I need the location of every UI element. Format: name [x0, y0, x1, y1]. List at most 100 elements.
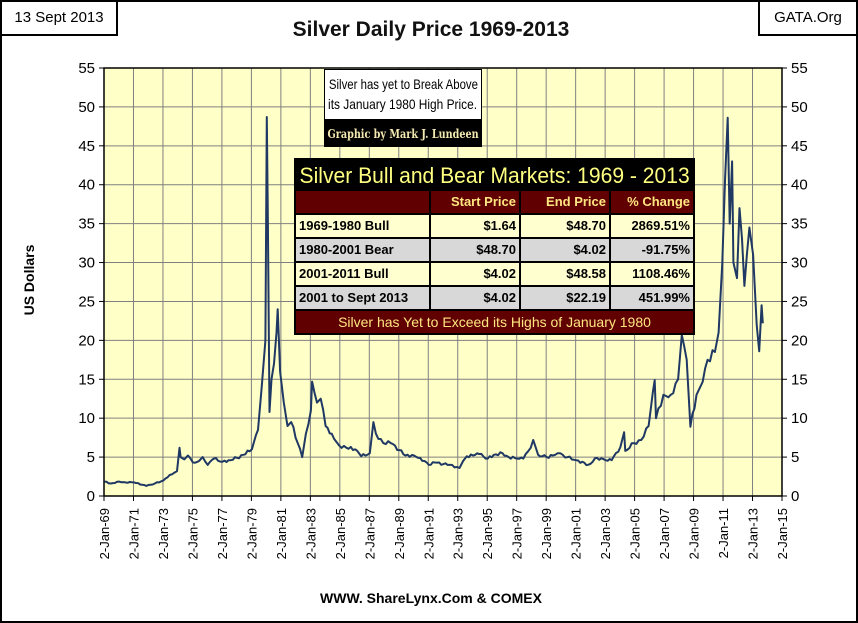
cell: $48.70 — [429, 239, 519, 261]
cell-text: 1969-1980 Bull — [299, 218, 390, 233]
y-tick-label-right: 15 — [791, 371, 808, 388]
x-tick-label: 2-Jan-01 — [569, 508, 584, 559]
y-tick-label: 0 — [87, 488, 95, 505]
y-tick-label-right: 0 — [791, 488, 799, 505]
cell: -91.75% — [609, 239, 693, 261]
x-tick-label: 2-Jan-89 — [392, 508, 407, 559]
table-row: 2001-2011 Bull $4.02 $48.58 1108.46% — [296, 261, 693, 285]
cell: 451.99% — [609, 287, 693, 309]
y-tick-label: 15 — [78, 371, 95, 388]
credit-label: Graphic by Mark J. Lundeen — [327, 126, 479, 141]
cell: 1108.46% — [609, 263, 693, 285]
table-row: 2001 to Sept 2013 $4.02 $22.19 451.99% — [296, 285, 693, 309]
y-tick-label-right: 40 — [791, 177, 808, 194]
header-cell: % Change — [609, 191, 693, 213]
y-axis-label: US Dollars — [21, 244, 37, 316]
chart-title: Silver Daily Price 1969-2013 — [292, 18, 570, 41]
x-tick-label: 2-Jan-97 — [510, 508, 525, 559]
cell: 2001 to Sept 2013 — [296, 287, 429, 309]
cell: $4.02 — [429, 287, 519, 309]
bull-bear-table: Silver Bull and Bear Markets: 1969 - 201… — [294, 158, 695, 335]
y-tick-label: 30 — [78, 255, 95, 272]
x-tick-label: 2-Jan-71 — [126, 508, 141, 559]
x-tick-label: 2-Jan-73 — [156, 508, 171, 559]
header-cell — [296, 191, 429, 213]
cell-text: 2001 to Sept 2013 — [299, 290, 409, 305]
header-cell: End Price — [519, 191, 609, 213]
x-tick-label: 2-Jan-13 — [746, 508, 761, 559]
x-tick-label: 2-Jan-03 — [598, 508, 613, 559]
cell: 1969-1980 Bull — [296, 215, 429, 237]
y-tick-label-right: 5 — [791, 449, 799, 466]
cell-text: $1.64 — [483, 218, 516, 233]
y-tick-label: 55 — [78, 60, 95, 77]
table-footer-bar: Silver has Yet to Exceed its Highs of Ja… — [296, 309, 693, 333]
x-tick-label: 2-Jan-05 — [628, 508, 643, 559]
cell-text: 1108.46% — [632, 266, 690, 281]
y-tick-label: 10 — [78, 410, 95, 427]
y-tick-label: 40 — [78, 177, 95, 194]
cell: $48.58 — [519, 263, 609, 285]
cell-text: $48.70 — [476, 242, 516, 257]
table-row: 1980-2001 Bear $48.70 $4.02 -91.75% — [296, 237, 693, 261]
cell: 1980-2001 Bear — [296, 239, 429, 261]
source-label: GATA.Org — [758, 2, 856, 36]
y-tick-label-right: 30 — [791, 255, 808, 272]
table-header-row: Start Price End Price % Change — [296, 191, 693, 213]
x-tick-label: 2-Jan-85 — [333, 508, 348, 559]
y-tick-label: 20 — [78, 332, 95, 349]
x-tick-label: 2-Jan-99 — [539, 508, 554, 559]
cell-text: -91.75% — [641, 242, 690, 257]
y-tick-label-right: 50 — [791, 99, 808, 116]
x-tick-label: 2-Jan-69 — [97, 508, 112, 559]
y-tick-label-right: 55 — [791, 60, 808, 77]
header-text: End Price — [546, 194, 606, 209]
y-tick-label: 25 — [78, 293, 95, 310]
x-tick-label: 2-Jan-15 — [775, 508, 790, 559]
y-tick-label: 5 — [87, 449, 95, 466]
x-tick-label: 2-Jan-87 — [362, 508, 377, 559]
annotation-line-2: its January 1980 High Price. — [328, 96, 478, 112]
x-tick-label: 2-Jan-09 — [687, 508, 702, 559]
cell-text: $48.58 — [566, 266, 606, 281]
cell-text: $48.70 — [566, 218, 606, 233]
y-tick-label-right: 35 — [791, 216, 808, 233]
cell-text: $4.02 — [483, 266, 516, 281]
y-tick-label-right: 10 — [791, 410, 808, 427]
y-tick-label-right: 20 — [791, 332, 808, 349]
cell: $4.02 — [519, 239, 609, 261]
y-tick-label: 45 — [78, 138, 95, 155]
cell-text: $4.02 — [483, 290, 516, 305]
cell: 2869.51% — [609, 215, 693, 237]
x-tick-label: 2-Jan-07 — [657, 508, 672, 559]
cell: $1.64 — [429, 215, 519, 237]
x-tick-label: 2-Jan-83 — [303, 508, 318, 559]
cell-text: 1980-2001 Bear — [299, 242, 394, 257]
y-tick-label-right: 25 — [791, 293, 808, 310]
cell-text: 2001-2011 Bull — [299, 266, 389, 281]
cell: 2001-2011 Bull — [296, 263, 429, 285]
credit-box: Graphic by Mark J. Lundeen — [324, 120, 482, 147]
cell-text: $22.19 — [566, 290, 606, 305]
cell: $48.70 — [519, 215, 609, 237]
annotation-line-1: Silver has yet to Break Above — [328, 76, 478, 92]
table-title: Silver Bull and Bear Markets: 1969 - 201… — [299, 163, 690, 188]
table-title-bar: Silver Bull and Bear Markets: 1969 - 201… — [296, 160, 693, 191]
x-tick-label: 2-Jan-79 — [244, 508, 259, 559]
x-tick-label: 2-Jan-81 — [274, 508, 289, 559]
header-cell: Start Price — [429, 191, 519, 213]
cell-text: 2869.51% — [631, 218, 690, 233]
cell-text: $4.02 — [573, 242, 606, 257]
y-tick-label: 35 — [78, 216, 95, 233]
x-tick-label: 2-Jan-11 — [716, 508, 731, 558]
x-axis-source-label: WWW. ShareLynx.Com & COMEX — [320, 590, 542, 606]
header-text: Start Price — [450, 194, 516, 209]
annotation-box: Silver has yet to Break Above its Januar… — [324, 69, 482, 120]
x-tick-label: 2-Jan-75 — [185, 508, 200, 559]
cell: $4.02 — [429, 263, 519, 285]
plot-border — [103, 67, 783, 497]
silver-price-line — [104, 116, 764, 487]
x-tick-label: 2-Jan-77 — [215, 508, 230, 559]
header-text: % Change — [627, 194, 690, 209]
